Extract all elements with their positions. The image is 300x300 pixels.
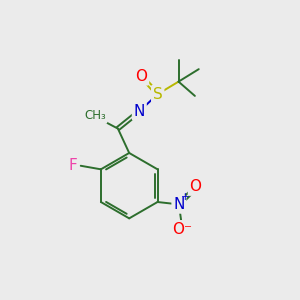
- Text: O: O: [190, 179, 202, 194]
- Text: O⁻: O⁻: [172, 222, 192, 237]
- Text: S: S: [153, 87, 163, 102]
- Text: CH₃: CH₃: [84, 109, 106, 122]
- Text: O: O: [135, 69, 147, 84]
- Text: +: +: [181, 192, 189, 202]
- Text: F: F: [69, 158, 78, 173]
- Text: N: N: [173, 197, 184, 212]
- Text: N: N: [134, 104, 145, 119]
